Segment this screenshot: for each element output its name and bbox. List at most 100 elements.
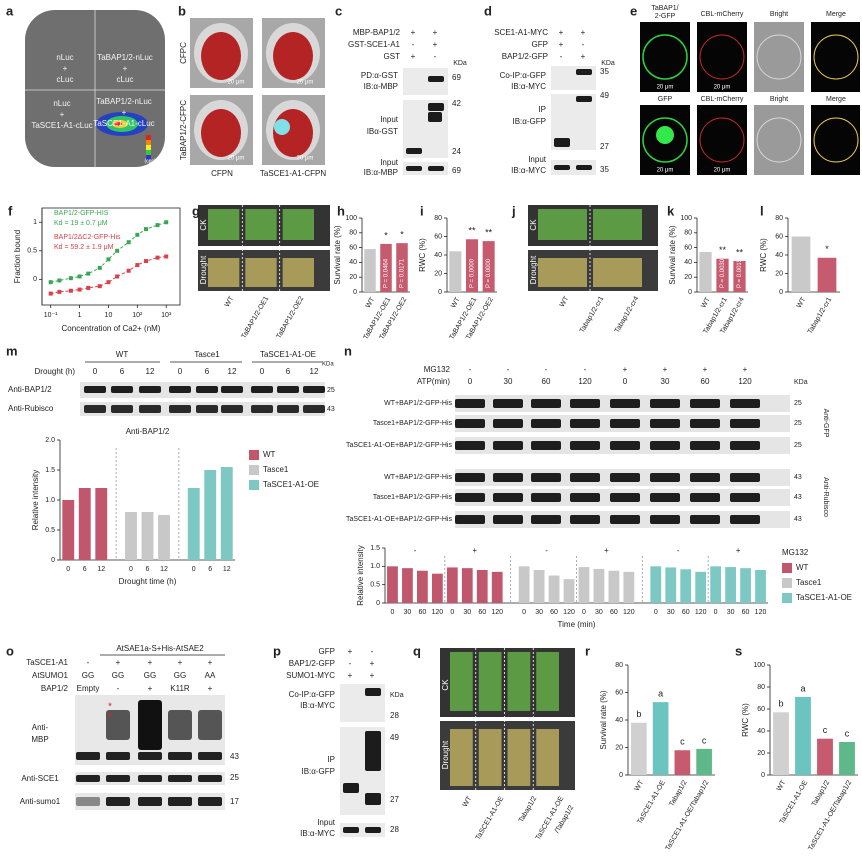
label: 6 [120, 367, 125, 376]
y-tick-label: 20 [775, 270, 783, 277]
band [221, 405, 243, 413]
label: Anti-SCE1 [21, 774, 59, 783]
x-tick-label: 12 [223, 566, 231, 573]
label: Anti-Rubisco [8, 404, 54, 413]
legend-label: Tasce1 [263, 465, 289, 474]
label: 69 [452, 73, 461, 82]
band [610, 473, 640, 482]
band [690, 399, 720, 408]
label: 0 [93, 367, 98, 376]
band [111, 405, 133, 413]
plants [507, 652, 531, 711]
label: 27 [390, 795, 399, 804]
band [554, 138, 570, 147]
data-point [68, 288, 73, 293]
annotation: a [800, 683, 805, 693]
x-tick-label: 30 [463, 609, 471, 616]
label: - [584, 365, 587, 374]
cell-outline [642, 117, 688, 163]
bar [380, 243, 392, 292]
label: + [60, 110, 65, 119]
label: 30 [661, 377, 670, 386]
panel-letter: o [6, 643, 14, 658]
bar [674, 750, 691, 775]
label: 25 [327, 387, 335, 394]
y-axis-label: RWC (%) [759, 238, 768, 272]
y-tick-label: 20 [757, 750, 765, 757]
y-tick-label: 40 [615, 717, 623, 724]
x-tick-label: 6 [208, 566, 212, 573]
bar [773, 712, 789, 775]
band [730, 419, 760, 428]
label: 0 [178, 367, 183, 376]
bar [431, 573, 443, 603]
label: BAP1/2 [41, 684, 69, 693]
series-line [50, 221, 167, 283]
data-point [57, 278, 62, 283]
label: Tabap1/2 [518, 795, 539, 824]
x-tick-label: 120 [623, 609, 635, 616]
label: PD:α-GST [361, 71, 398, 80]
label: IB:α-MBP [364, 82, 398, 91]
bar [95, 488, 108, 560]
label: + [581, 28, 586, 37]
x-tick-label: WT [634, 779, 646, 793]
label: TaSCE1-A1-OE [475, 795, 506, 841]
label: KDa [322, 362, 334, 368]
band [251, 405, 273, 413]
band [650, 399, 680, 408]
bar [141, 512, 154, 560]
label: nLuc [56, 53, 73, 62]
group-label: - [545, 546, 548, 555]
y-tick-label: 0 [619, 772, 623, 779]
y-tick-label: 40 [684, 259, 692, 266]
y-tick-label: 80 [757, 684, 765, 691]
band [138, 700, 162, 750]
bar [466, 239, 478, 292]
bar [125, 512, 137, 560]
group-label: - [677, 546, 680, 555]
x-tick-label: 120 [755, 609, 767, 616]
label: Anti-sumo1 [20, 797, 61, 806]
label: + [433, 28, 438, 37]
bar [78, 488, 91, 560]
label: 30 [504, 377, 513, 386]
label: Input [317, 818, 336, 827]
annotation: c [823, 725, 828, 735]
x-tick-label: 0 [391, 609, 395, 616]
p-value: P = 0.0015 [737, 258, 743, 288]
chart-title: Anti-BAP1/2 [126, 427, 170, 436]
panel-letter: q [413, 643, 421, 658]
y-tick-label: 0 [761, 772, 765, 779]
band [277, 386, 299, 393]
label: TaSCE1-A1-OE+BAP1/2-GFP-His [346, 442, 453, 449]
label: + [63, 64, 68, 73]
band [455, 441, 485, 450]
bar [491, 571, 503, 603]
cell-outline [813, 34, 859, 80]
label: TaBAP1/2-OE1 [241, 295, 271, 340]
band [169, 386, 191, 393]
label: - [87, 658, 90, 667]
band [570, 399, 600, 408]
panel-letter: m [6, 343, 18, 358]
plants [245, 209, 277, 240]
p-value: P = 0.0464 [384, 258, 390, 288]
band [106, 752, 130, 760]
band [570, 473, 600, 482]
bar [396, 243, 408, 292]
bar [839, 742, 855, 775]
band [198, 797, 222, 806]
chloroplast-signal [201, 109, 241, 157]
band [365, 827, 381, 833]
label: 2-GFP [655, 13, 676, 20]
x-tick-label: 60 [682, 609, 690, 616]
band [168, 710, 192, 740]
cfp-signal [274, 119, 290, 135]
band [650, 515, 680, 524]
y-axis-label: RWC (%) [741, 703, 750, 737]
x-tick-label: Tabap1/2-cr1 [807, 296, 834, 335]
y-tick-label: 80 [775, 215, 783, 222]
x-tick-label: 0 [714, 609, 718, 616]
